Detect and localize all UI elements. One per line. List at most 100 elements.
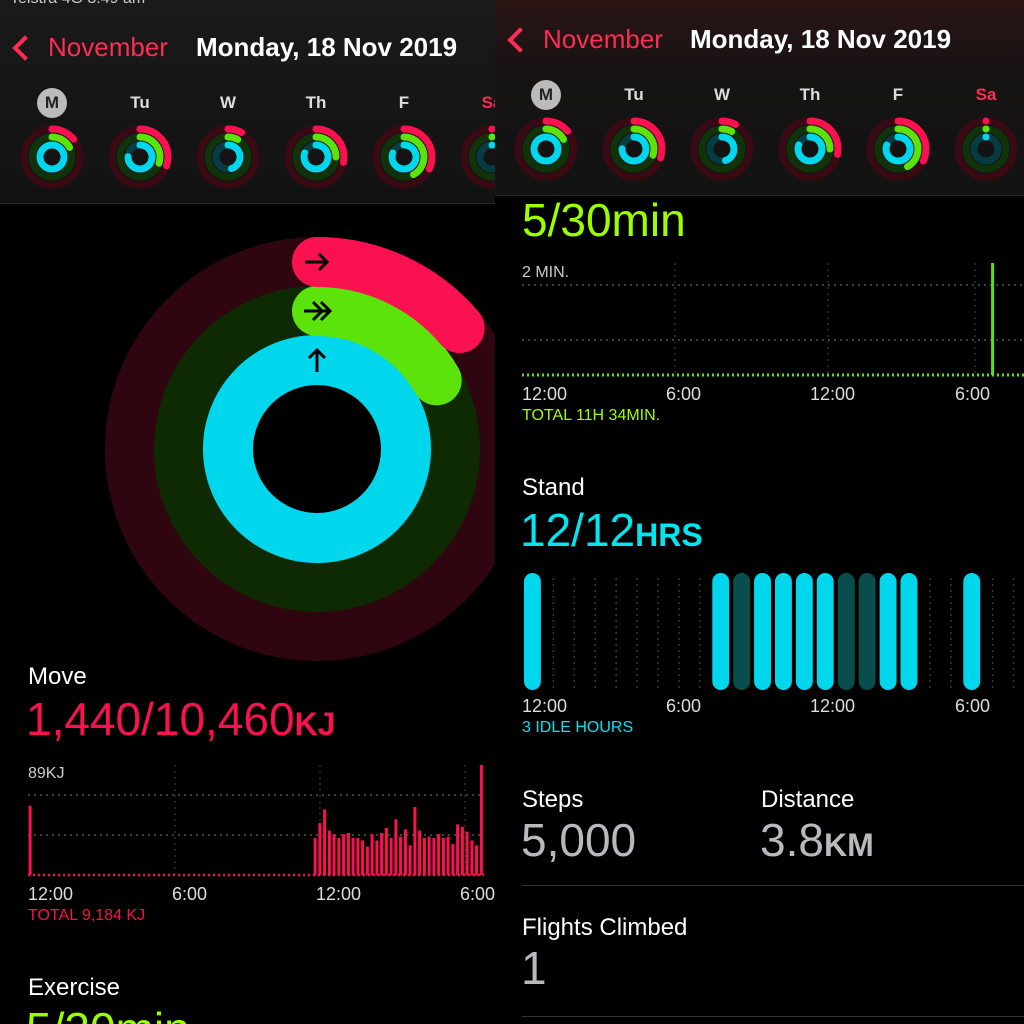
day-tu[interactable]: Tu [100,88,180,190]
mini-ring [28,133,76,181]
day-label: W [713,85,731,104]
mini-ring [300,141,332,173]
stand-bar [795,573,813,690]
day-sa[interactable]: Sa [452,88,495,190]
day-w[interactable]: W [188,88,268,190]
day-m[interactable]: M [12,88,92,190]
time-tick: 12:00 [522,696,568,716]
day-th[interactable]: Th [276,88,356,190]
move-bar [370,834,374,875]
move-bar [318,823,322,875]
move-bar [332,834,336,875]
steps-value: 5,000 [521,814,637,866]
mini-ring [698,125,746,173]
mini-ring [530,133,562,165]
move-bar [422,837,426,875]
move-bar [337,837,341,875]
move-bar [456,824,460,875]
back-label-right: November [543,24,663,54]
stand-label: Stand [522,474,585,501]
day-f[interactable]: F [364,88,444,190]
mini-ring [794,133,826,165]
page-title: Monday, 18 Nov 2019 [196,32,458,62]
mini-ring [882,133,914,165]
time-tick: 6:00 [666,696,702,716]
day-m[interactable]: M [506,80,586,182]
activity-header-right: November Monday, 18 Nov 2019 M Tu W Th F Sa [495,0,1024,196]
move-total: TOTAL 9,184 KJ [28,907,146,924]
mini-ring [970,133,1002,165]
distance-value: 3.8KM [760,813,874,867]
back-label: November [48,32,168,62]
exercise-chart-max: 2 MIN. [522,264,570,281]
mini-rings [460,125,495,189]
exercise-total: TOTAL 11H 34MIN. [522,407,661,424]
move-bar [432,837,436,875]
mini-rings [514,117,578,181]
stand-bar [524,573,541,690]
move-bar [470,840,474,875]
day-label: Th [305,93,327,112]
move-bar [465,831,469,875]
mini-ring [36,141,68,173]
move-bar [356,837,360,875]
time-tick: 6:00 [666,384,702,404]
stand-bar [963,573,981,690]
exercise-number-2: 5/30 [522,194,612,246]
move-chart [28,765,484,877]
flights-value: 1 [521,942,547,994]
day-label: F [398,93,410,112]
move-bar [361,840,365,875]
day-th[interactable]: Th [770,80,850,182]
move-unit: KJ [294,706,336,742]
double-arrow-right-icon [304,300,333,322]
back-button-right[interactable]: November [503,24,663,55]
day-w[interactable]: W [682,80,762,182]
back-button[interactable]: November [8,32,168,63]
move-value: 1,440/10,460KJ [26,692,336,746]
arrow-right-icon [305,252,330,272]
mini-ring-track [970,133,1002,165]
mini-rings [20,125,84,189]
stand-bar [712,573,730,690]
left-screen: Telstra 4G 3:49 am November Monday, 18 N… [0,0,495,1024]
time-tick: 6:00 [955,696,991,716]
time-tick: 6:00 [460,884,495,904]
mini-ring [866,117,930,181]
day-tu[interactable]: Tu [594,80,674,182]
mini-ring [372,125,436,189]
mini-ring [204,133,252,181]
distance-unit: KM [823,827,874,863]
exercise-unit: min [116,1003,190,1024]
move-bar [380,833,384,875]
move-bar [28,805,32,875]
time-tick: 12:00 [522,384,568,404]
chevron-left-icon [12,34,38,61]
day-label: Tu [624,85,644,104]
mini-ring [706,133,738,165]
distance-label: Distance [761,786,855,813]
mini-ring [292,133,340,181]
stand-value: 12/12HRS [520,503,703,557]
move-bar [342,834,346,875]
mini-ring [284,125,348,189]
stand-idle: 3 IDLE HOURS [522,719,634,736]
exercise-bar [991,263,995,375]
distance-number: 3.8 [760,814,824,866]
stand-bar [733,573,751,690]
exercise-number: 5/30 [26,1003,116,1024]
mini-ring-track [476,141,495,173]
move-bar [418,830,422,875]
move-bar [365,846,369,875]
move-bar [375,840,379,875]
stand-bar [858,573,876,690]
stand-ring [203,335,431,563]
move-bar [475,845,479,875]
divider [522,885,1024,886]
mini-ring [522,125,570,173]
day-sa[interactable]: Sa [946,80,1024,182]
time-tick: 12:00 [810,384,856,404]
day-f[interactable]: F [858,80,938,182]
flights-label: Flights Climbed [522,914,688,941]
arrow-up-icon [307,347,327,372]
